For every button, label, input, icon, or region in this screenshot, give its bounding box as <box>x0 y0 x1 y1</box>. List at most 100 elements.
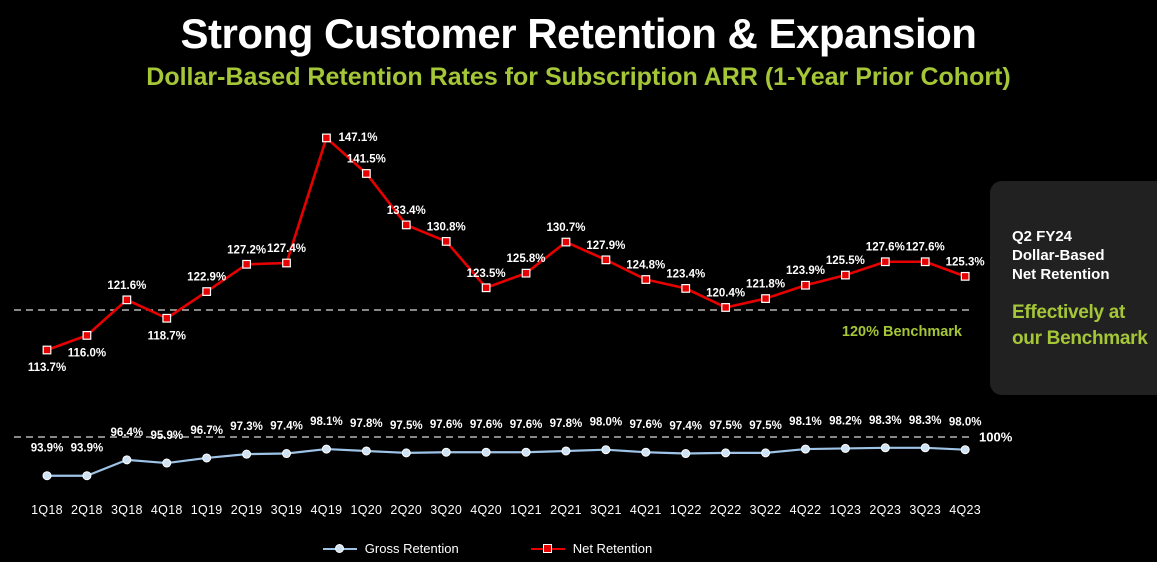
net-point-marker <box>242 259 252 269</box>
net-value-label: 127.9% <box>586 240 625 252</box>
gross-point-marker <box>42 471 52 481</box>
net-point-marker <box>322 133 331 143</box>
net-point-marker <box>761 294 770 303</box>
x-axis-label: 2Q21 <box>550 503 582 517</box>
callout-highlight-line: Effectively at <box>1012 302 1126 323</box>
x-axis-label: 4Q19 <box>311 503 343 517</box>
net-point-marker <box>361 169 371 178</box>
x-axis-label: 3Q21 <box>590 503 622 517</box>
gross-value-label: 97.5% <box>390 420 423 432</box>
legend-net-retention: Net Retention <box>530 541 653 556</box>
x-axis-label: 1Q21 <box>510 503 542 517</box>
net-point-marker <box>721 303 731 312</box>
net-point-marker <box>122 295 132 305</box>
net-point-marker <box>202 287 212 296</box>
gross-point-marker <box>721 448 731 458</box>
gross-value-label: 97.6% <box>510 419 543 431</box>
gross-point-marker <box>761 448 771 458</box>
gross-value-label: 98.3% <box>869 415 902 427</box>
legend-net-label: Net Retention <box>572 541 653 556</box>
net-value-label: 133.4% <box>387 205 426 217</box>
x-axis-label: 1Q23 <box>830 503 862 517</box>
x-axis-label: 2Q18 <box>71 503 103 517</box>
gross-value-label: 97.6% <box>430 419 463 431</box>
gross-value-label: 93.9% <box>31 443 64 455</box>
gross-point-marker <box>920 443 930 453</box>
net-point-marker <box>441 237 451 246</box>
net-point-marker <box>960 271 970 281</box>
x-axis-label: 2Q22 <box>710 503 742 517</box>
gross-value-label: 93.9% <box>71 443 104 455</box>
benchmark-label: 120% Benchmark <box>842 324 963 340</box>
gross-point-marker <box>242 449 252 459</box>
net-point-marker <box>840 270 850 280</box>
gross-point-marker <box>800 444 810 454</box>
gross-point-marker <box>122 455 132 465</box>
gross-point-marker <box>840 443 850 453</box>
gross-value-label: 98.0% <box>590 417 623 429</box>
gross-marker-icon <box>334 544 344 553</box>
gross-point-marker <box>282 449 292 459</box>
x-axis-label: 4Q20 <box>470 503 502 517</box>
net-value-label: 141.5% <box>347 153 386 165</box>
net-point-marker <box>561 237 571 247</box>
net-value-label: 121.6% <box>107 280 146 292</box>
gross-value-label: 98.0% <box>949 417 982 429</box>
legend-gross-label: Gross Retention <box>364 541 459 556</box>
gross-point-marker <box>521 447 531 457</box>
callout-heading-line: Dollar-Based <box>1012 247 1105 264</box>
net-point-marker <box>681 284 691 293</box>
gross-value-label: 98.2% <box>829 415 862 427</box>
gross-point-marker <box>82 471 92 481</box>
net-value-label: 125.5% <box>826 255 865 267</box>
x-axis-label: 4Q22 <box>790 503 822 517</box>
gross-value-label: 97.5% <box>749 420 782 432</box>
net-value-label: 130.8% <box>427 221 466 233</box>
x-axis-label: 1Q19 <box>191 503 223 517</box>
gross-retention-line <box>45 446 967 477</box>
x-axis-label: 1Q20 <box>350 503 382 517</box>
net-point-marker <box>880 257 890 267</box>
x-axis-label: 3Q19 <box>271 503 303 517</box>
callout-heading-line: Q2 FY24 <box>1012 228 1073 245</box>
net-point-marker <box>162 313 172 323</box>
gross-value-label: 97.8% <box>550 418 583 430</box>
gross-value-label: 97.4% <box>270 421 303 433</box>
gross-point-marker <box>880 443 890 453</box>
net-point-marker <box>42 345 52 355</box>
gross-point-marker <box>681 449 691 459</box>
net-value-label: 123.5% <box>467 268 506 280</box>
net-value-label: 127.6% <box>906 242 945 254</box>
net-value-label: 120.4% <box>706 287 745 299</box>
net-value-label: 121.8% <box>746 279 785 291</box>
gross-point-marker <box>561 446 571 456</box>
net-value-label: 123.9% <box>786 265 825 277</box>
net-value-label: 147.1% <box>338 132 377 144</box>
net-point-marker <box>801 280 810 290</box>
slide-header: Strong Customer Retention & Expansion Do… <box>0 10 1157 92</box>
net-point-marker <box>282 258 291 268</box>
gross-point-marker <box>960 445 970 455</box>
x-axis-label: 4Q21 <box>630 503 662 517</box>
gross-value-label: 97.3% <box>230 421 263 433</box>
gross-value-label: 95.9% <box>150 430 183 442</box>
gross-point-marker <box>202 453 212 463</box>
net-value-label: 116.0% <box>68 347 106 359</box>
chart-legend: Gross Retention Net Retention <box>0 541 975 556</box>
gross-point-marker <box>401 448 411 458</box>
gross-point-marker <box>361 446 371 456</box>
net-value-label: 118.7% <box>148 330 186 342</box>
callout-highlight-line: our Benchmark <box>1012 328 1148 349</box>
net-point-marker <box>641 275 651 284</box>
net-value-label: 127.4% <box>267 243 306 255</box>
gross-value-label: 98.3% <box>909 415 942 427</box>
net-value-label: 125.3% <box>946 256 985 268</box>
net-value-label: 113.7% <box>28 362 66 374</box>
net-marker-icon <box>542 544 552 553</box>
x-axis-label: 3Q18 <box>111 503 143 517</box>
x-axis-label: 3Q23 <box>909 503 941 517</box>
slide-title: Strong Customer Retention & Expansion <box>180 10 977 57</box>
gross-point-marker <box>162 458 172 468</box>
gross-value-label: 98.1% <box>789 416 822 428</box>
